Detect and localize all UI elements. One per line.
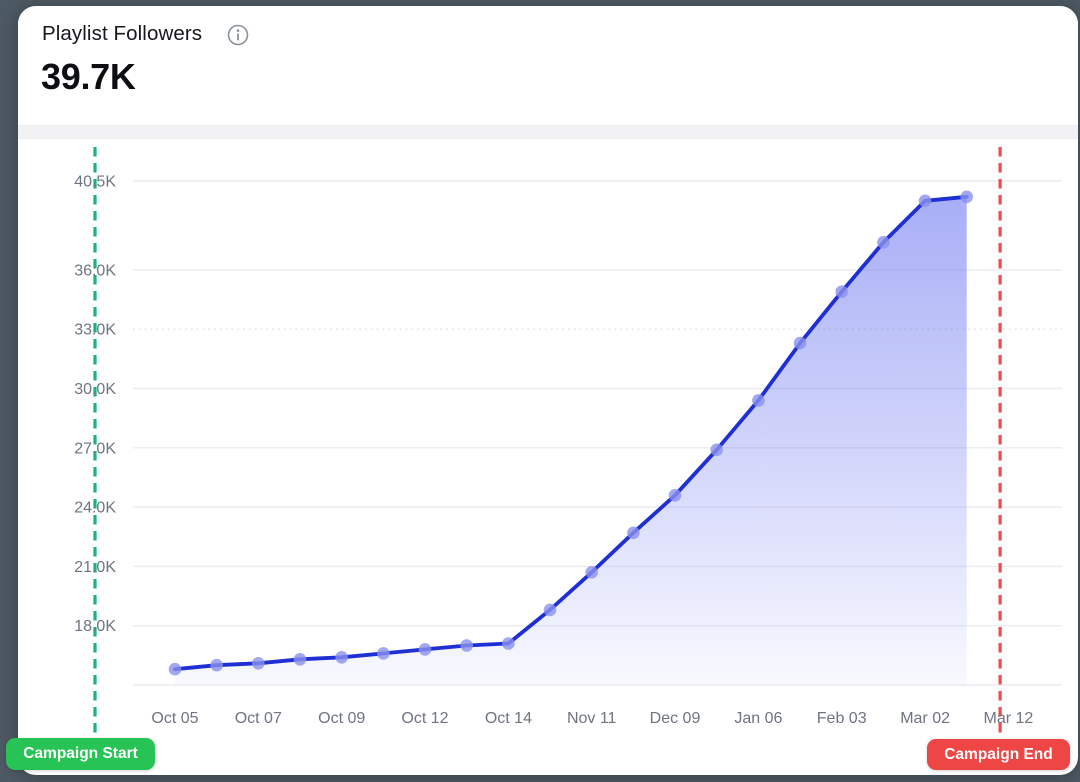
y-axis-label: 33.0K xyxy=(74,322,116,339)
x-axis-label: Feb 03 xyxy=(817,710,867,727)
data-point[interactable] xyxy=(543,603,557,617)
data-point[interactable] xyxy=(251,657,265,670)
data-point[interactable] xyxy=(668,489,682,502)
x-axis-label: Mar 12 xyxy=(984,710,1034,727)
followers-count: 39.7K xyxy=(41,56,136,97)
data-point[interactable] xyxy=(335,651,349,664)
data-point[interactable] xyxy=(168,662,182,676)
data-point[interactable] xyxy=(793,336,807,350)
y-axis-label: 30.0K xyxy=(74,381,116,398)
info-icon-stem xyxy=(237,33,239,41)
info-icon-circle xyxy=(227,24,249,46)
y-axis-label: 18.0K xyxy=(74,618,116,635)
data-point[interactable] xyxy=(502,637,515,650)
x-axis-label: Dec 09 xyxy=(650,710,701,727)
info-icon-dot xyxy=(236,29,240,32)
data-point[interactable] xyxy=(377,647,390,660)
data-point[interactable] xyxy=(918,194,932,208)
x-axis-label: Nov 11 xyxy=(567,710,617,727)
data-point[interactable] xyxy=(835,285,848,299)
x-axis-label: Oct 14 xyxy=(485,710,532,727)
data-point[interactable] xyxy=(877,236,890,249)
y-axis-label: 24.0K xyxy=(74,500,116,517)
y-axis-label: 27.0K xyxy=(74,440,116,457)
data-point[interactable] xyxy=(460,639,474,652)
data-point[interactable] xyxy=(585,566,598,579)
data-point[interactable] xyxy=(293,653,307,666)
data-point[interactable] xyxy=(210,658,223,672)
trend-line xyxy=(173,194,969,672)
campaign-end-badge: Campaign End xyxy=(927,739,1070,770)
data-point[interactable] xyxy=(627,526,640,540)
data-point[interactable] xyxy=(960,190,973,204)
card-header: Playlist Followers 39.7K xyxy=(18,6,1078,125)
x-axis-label: Oct 09 xyxy=(318,710,365,727)
area-fill xyxy=(175,196,967,686)
header-divider xyxy=(18,125,1078,139)
y-axis-label: 40.5K xyxy=(74,174,116,191)
x-axis-label: Oct 07 xyxy=(235,710,282,727)
data-point[interactable] xyxy=(418,643,432,656)
x-axis-label: Oct 05 xyxy=(151,710,198,727)
x-axis-label: Jan 06 xyxy=(734,710,782,727)
y-axis-label: 36.0K xyxy=(74,262,116,279)
campaign-start-badge: Campaign Start xyxy=(6,738,155,770)
y-axis-label: 21.0K xyxy=(74,559,116,576)
card-title: Playlist Followers xyxy=(42,22,203,45)
x-axis-label: Oct 12 xyxy=(401,710,448,727)
info-icon[interactable] xyxy=(226,23,250,47)
x-axis-label: Mar 02 xyxy=(900,710,950,727)
data-point[interactable] xyxy=(710,443,723,457)
data-point[interactable] xyxy=(752,394,765,407)
